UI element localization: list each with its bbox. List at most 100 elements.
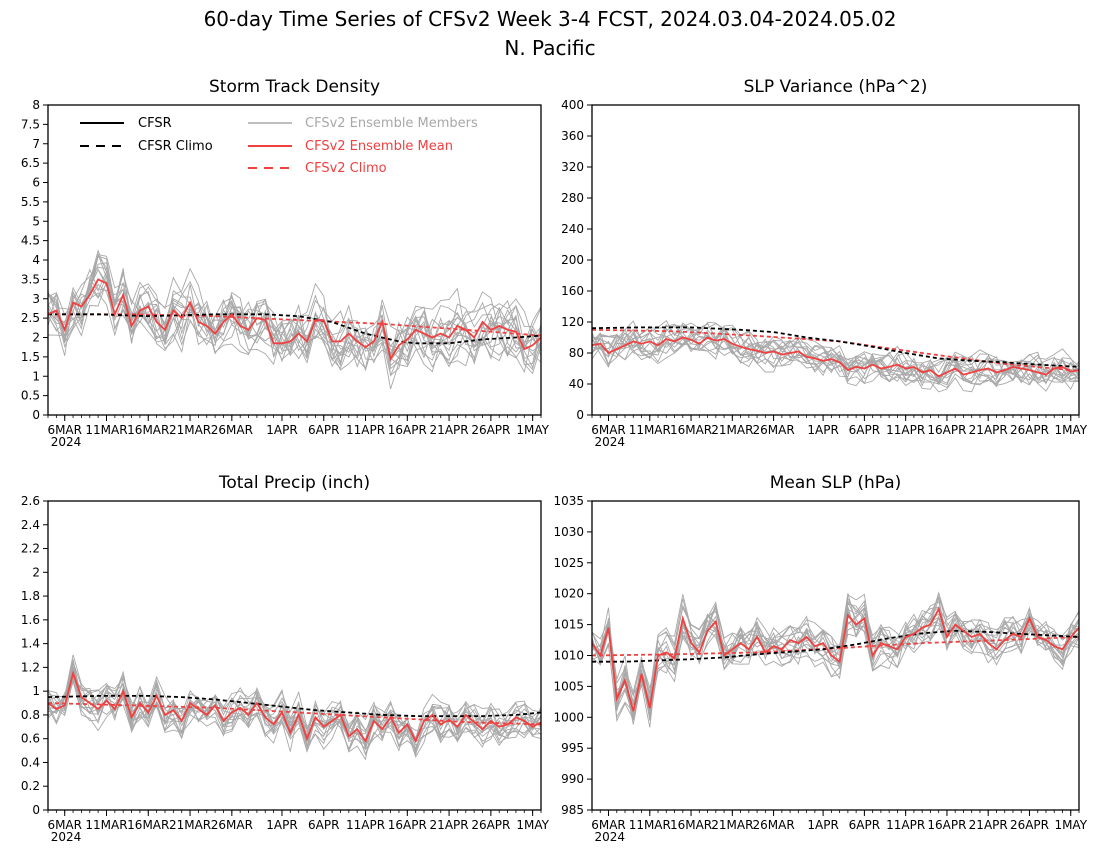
storm-track-density-x-tick-label: 21APR [430, 423, 469, 437]
total-precip-inch-axes-frame [47, 500, 542, 811]
slp-variance-hpa-2-y-tick-label: 200 [561, 253, 584, 267]
storm-track-density-x-tick-label: 16MAR [127, 423, 169, 437]
mean-slp-hpa-y-tick-label: 1005 [553, 679, 584, 693]
legend-cfsr-climo-label: CFSR Climo [138, 139, 213, 154]
slp-variance-hpa-2-cfsv2-ensemble-mean-line [592, 336, 1079, 378]
storm-track-density-x-tick-label: 1APR [266, 423, 297, 437]
total-precip-inch-y-tick-label: 1.6 [21, 613, 40, 627]
storm-track-density-y-tick-label: 1.5 [21, 350, 40, 364]
slp-variance-hpa-2-ensemble-member-line [592, 324, 1079, 393]
slp-variance-hpa-2-x-tick-label: 6MAR [591, 423, 626, 437]
mean-slp-hpa-x-tick-label: 6MAR [591, 818, 626, 832]
slp-variance-hpa-2-ensemble-member-line [592, 331, 1079, 390]
slp-variance-hpa-2-x-tick-label: 21MAR [711, 423, 753, 437]
mean-slp-hpa-x-tick-label: 16APR [927, 818, 966, 832]
total-precip-inch-y-tick-label: 2 [32, 565, 40, 579]
slp-variance-panel: SLP Variance (hPa^2) 0 40 80 120 160 200 240 280… [561, 77, 1088, 449]
storm-track-density-y-tick-label: 5.5 [21, 195, 40, 209]
total-precip-inch-y-tick-label: 1.2 [21, 660, 40, 674]
storm-track-density-y-tick-label: 3.5 [21, 272, 40, 286]
storm-track-density-x-tick-label: 26APR [471, 423, 510, 437]
mean-slp-hpa-title: Mean SLP (hPa) [770, 473, 902, 493]
storm-track-density-x-tick-label: 26MAR [211, 423, 253, 437]
total-precip-inch-y-tick-label: 0.2 [21, 779, 40, 793]
mean-slp-hpa-ensemble-member-line [592, 603, 1079, 717]
storm-track-density-year-label: 2024 [51, 435, 82, 449]
storm-track-density-x-tick-label: 6MAR [47, 423, 82, 437]
storm-track-density-cfsv2-ensemble-mean-line [48, 278, 541, 362]
slp-variance-hpa-2-year-label: 2024 [595, 435, 626, 449]
storm-track-density-title: Storm Track Density [209, 77, 380, 97]
storm-track-density-ensemble-member-line [48, 268, 541, 368]
mean-slp-hpa-y-tick-label: 1000 [553, 710, 584, 724]
storm-track-density-y-tick-label: 8 [32, 98, 40, 112]
mean-slp-hpa-y-tick-label: 985 [561, 803, 584, 817]
total-precip-inch-x-tick-label: 26APR [471, 818, 510, 832]
slp-variance-hpa-2-ensemble-member-line [592, 328, 1079, 385]
legend-ens-mean-label: CFSv2 Ensemble Mean [305, 139, 453, 154]
total-precip-inch-year-label: 2024 [51, 830, 82, 844]
mean-slp-hpa-y-tick-label: 1025 [553, 556, 584, 570]
storm-track-density-y-tick-label: 6 [32, 176, 40, 190]
total-precip-inch-y-tick-label: 1.8 [21, 589, 40, 603]
slp-variance-hpa-2-y-tick-label: 120 [561, 315, 584, 329]
slp-variance-hpa-2-x-tick-label: 16MAR [670, 423, 712, 437]
total-precip-inch-ensemble-member-line [48, 660, 541, 752]
total-precip-inch-plot-area [48, 654, 541, 761]
mean-slp-hpa-ensemble-member-line [592, 607, 1079, 718]
slp-variance-hpa-2-y-tick-label: 400 [561, 98, 584, 112]
storm-track-density-y-tick-label: 0.5 [21, 389, 40, 403]
mean-slp-hpa-ensemble-member-line [592, 601, 1079, 713]
total-precip-inch-ensemble-member-line [48, 670, 541, 757]
storm-track-density-x-tick-label: 11MAR [85, 423, 127, 437]
slp-variance-hpa-2-y-tick-label: 160 [561, 284, 584, 298]
total-precip-inch-x-tick-label: 11APR [346, 818, 385, 832]
mean-slp-hpa-ensemble-member-line [592, 607, 1079, 723]
slp-variance-hpa-2-x-tick-label: 26MAR [753, 423, 795, 437]
total-precip-inch-y-tick-label: 2.6 [21, 494, 40, 508]
slp-variance-hpa-2-y-tick-label: 320 [561, 160, 584, 174]
total-precip-inch-x-tick-label: 1APR [266, 818, 297, 832]
mean-slp-hpa-ensemble-member-line [592, 597, 1079, 704]
slp-variance-hpa-2-cfsr-climo-line [592, 326, 1079, 368]
storm-track-density-y-tick-label: 2.5 [21, 311, 40, 325]
slp-variance-hpa-2-title: SLP Variance (hPa^2) [744, 77, 928, 97]
total-precip-inch-x-tick-label: 11MAR [85, 818, 127, 832]
mean-slp-hpa-year-label: 2024 [595, 830, 626, 844]
slp-variance-hpa-2-y-tick-label: 0 [576, 408, 584, 422]
mean-slp-hpa-y-tick-label: 1030 [553, 525, 584, 539]
storm-track-density-x-tick-label: 16APR [388, 423, 427, 437]
storm-track-density-plot-area [48, 249, 541, 390]
mean-slp-hpa-y-tick-label: 1015 [553, 618, 584, 632]
mean-slp-hpa-ensemble-member-line [592, 600, 1079, 709]
total-precip-inch-ensemble-member-line [48, 660, 541, 755]
slp-variance-hpa-2-y-tick-label: 80 [569, 346, 584, 360]
mean-slp-hpa-x-tick-label: 16MAR [670, 818, 712, 832]
slp-variance-hpa-2-x-tick-label: 11MAR [629, 423, 671, 437]
total-precip-inch-x-tick-label: 21APR [430, 818, 469, 832]
mean-slp-hpa-x-tick-label: 21APR [969, 818, 1008, 832]
slp-variance-hpa-2-x-tick-label: 1APR [807, 423, 838, 437]
total-precip-inch-x-tick-label: 1MAY [516, 818, 549, 832]
total-precip-inch-ensemble-member-line [48, 663, 541, 749]
mean-slp-hpa-y-tick-label: 1020 [553, 587, 584, 601]
mean-slp-hpa-y-tick-label: 990 [561, 772, 584, 786]
storm-track-density-y-tick-label: 4 [32, 253, 40, 267]
storm-track-density-y-tick-label: 7 [32, 137, 40, 151]
legend-members-label: CFSv2 Ensemble Members [305, 116, 478, 131]
mean-slp-hpa-cfsr-climo-line [592, 629, 1079, 663]
total-precip-inch-y-tick-label: 0.4 [21, 755, 40, 769]
slp-variance-hpa-2-ensemble-member-line [592, 327, 1079, 392]
storm-track-density-y-tick-label: 4.5 [21, 234, 40, 248]
storm-track-density-y-tick-label: 6.5 [21, 156, 40, 170]
total-precip-inch-y-tick-label: 1.4 [21, 637, 40, 651]
total-precip-inch-y-tick-label: 2.4 [21, 518, 40, 532]
mean-slp-hpa-y-tick-label: 1010 [553, 649, 584, 663]
figure-title: 60-day Time Series of CFSv2 Week 3-4 FCS… [204, 7, 897, 31]
storm-track-density-y-tick-label: 7.5 [21, 117, 40, 131]
mean-slp-hpa-x-tick-label: 1MAY [1054, 818, 1087, 832]
legend-cfsr-label: CFSR [138, 116, 172, 131]
total-precip-inch-y-tick-label: 2.2 [21, 542, 40, 556]
mean-slp-hpa-x-tick-label: 26APR [1010, 818, 1049, 832]
